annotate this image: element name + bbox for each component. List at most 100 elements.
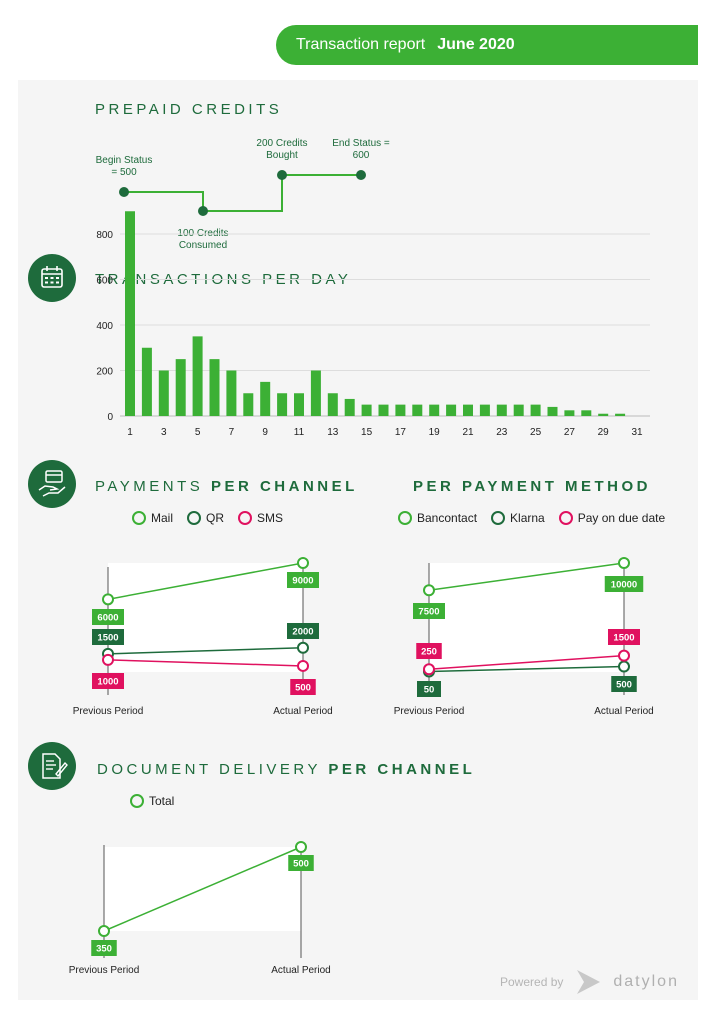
x-tick-label: 17 [395, 427, 407, 438]
data-label: 350 [96, 944, 112, 955]
data-point [102, 653, 114, 666]
legend-dot-bancontact [398, 511, 412, 525]
powered-by: Powered by datylon [500, 967, 679, 997]
legend-dot-total [130, 794, 144, 808]
data-label: 500 [616, 680, 632, 691]
step-begin-label-1: Begin Status [96, 155, 153, 166]
data-label: 1000 [97, 677, 118, 688]
bar [446, 404, 457, 416]
legend-label-qr: QR [206, 511, 225, 525]
x-tick-label: 29 [598, 427, 610, 438]
powered-by-brand: datylon [613, 973, 679, 990]
data-point [297, 557, 309, 569]
x-tick-label: 23 [496, 427, 508, 438]
data-point [98, 925, 110, 937]
data-label: 2000 [292, 627, 313, 638]
legend-dot-qr [187, 511, 202, 525]
bar [429, 404, 440, 416]
bar [344, 398, 355, 416]
bar [125, 211, 135, 416]
bar [581, 410, 592, 416]
data-label: 10000 [611, 580, 637, 591]
bar [141, 347, 152, 416]
card-payment-hand-icon [28, 460, 76, 508]
data-label-box [611, 676, 637, 692]
prepaid-credits-title: PREPAID CREDITS [95, 101, 283, 118]
payments-channel-title: PAYMENTS PER CHANNEL [95, 478, 358, 495]
data-point [102, 593, 114, 606]
data-label: 1500 [613, 633, 634, 644]
data-label-box [604, 576, 644, 592]
payments-channel-title-light: PAYMENTS [95, 478, 211, 495]
x-tick-label: 9 [262, 427, 268, 438]
data-point [297, 641, 309, 654]
y-tick-label: 0 [107, 412, 113, 423]
legend-item-qr: QR [187, 511, 224, 525]
legend-label-pay-on-due-date: Pay on due date [577, 511, 666, 525]
data-label: 9000 [292, 576, 313, 587]
bar [260, 381, 271, 416]
bar [226, 370, 237, 416]
y-tick-label: 600 [96, 276, 113, 287]
bar [530, 404, 541, 416]
bar [243, 393, 254, 416]
data-label-box [287, 572, 319, 588]
data-label-box [91, 940, 117, 956]
y-tick-label: 400 [96, 321, 113, 332]
category-label: Previous Period [73, 706, 144, 717]
step-end-dot [356, 170, 366, 180]
step-bought-dot [277, 170, 287, 180]
x-tick-label: 25 [530, 427, 542, 438]
series-line [107, 659, 304, 667]
report-period: June 2020 [437, 36, 515, 53]
series-line [428, 654, 625, 671]
payments-method-title-bold: PER PAYMENT METHOD [413, 478, 652, 495]
powered-by-label: Powered by [500, 975, 564, 989]
document-pen-icon [28, 742, 76, 790]
document-delivery-title-light: DOCUMENT DELIVERY [97, 761, 329, 778]
bar [547, 406, 558, 416]
payments-channel-legend: Mail QR SMS [132, 511, 297, 525]
category-label: Previous Period [394, 706, 465, 717]
data-label: 1500 [97, 633, 118, 644]
data-label-box [92, 629, 124, 645]
plot-background [108, 563, 303, 672]
bar [598, 413, 609, 416]
bar [479, 404, 490, 416]
data-point [618, 557, 630, 569]
legend-item-mail: Mail [132, 511, 173, 525]
bar [209, 359, 220, 416]
category-label: Actual Period [594, 706, 653, 717]
bar [463, 404, 473, 416]
step-end-label-2: 600 [353, 150, 370, 161]
bar [378, 404, 389, 416]
category-label: Actual Period [271, 965, 330, 976]
data-label: 6000 [97, 613, 118, 624]
bar [496, 404, 507, 416]
x-tick-label: 1 [127, 427, 133, 438]
plot-background [429, 563, 624, 672]
legend-label-mail: Mail [151, 511, 174, 525]
report-header: Transaction report June 2020 [276, 25, 698, 65]
data-label-box [92, 673, 124, 689]
data-label-box [287, 623, 319, 639]
data-label: 250 [421, 647, 437, 658]
x-tick-label: 5 [195, 427, 201, 438]
legend-item-klarna: Klarna [491, 511, 545, 525]
payments-method-legend: Bancontact Klarna Pay on due date [398, 511, 679, 525]
legend-label-klarna: Klarna [510, 511, 545, 525]
x-tick-label: 13 [327, 427, 339, 438]
payments-method-title: PER PAYMENT METHOD [413, 478, 651, 495]
report-title: Transaction report [296, 36, 426, 53]
series-line [107, 647, 304, 655]
document-delivery-title: DOCUMENT DELIVERY PER CHANNEL [97, 761, 475, 778]
bar [294, 393, 304, 416]
series-line [428, 665, 625, 673]
bar [277, 393, 288, 416]
legend-label-sms: SMS [257, 511, 284, 525]
x-tick-label: 27 [564, 427, 576, 438]
data-point [618, 649, 630, 662]
x-tick-label: 3 [161, 427, 167, 438]
x-tick-label: 31 [631, 427, 643, 438]
